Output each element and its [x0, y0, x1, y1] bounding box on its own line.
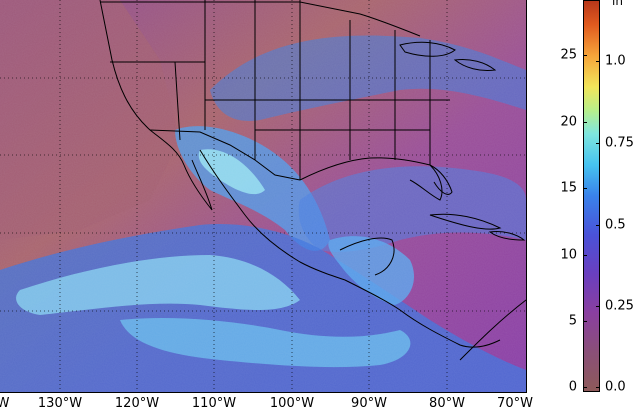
- colorbar-left-tick-20: 20: [560, 114, 577, 130]
- lon-label-edge: W: [0, 396, 10, 411]
- lon-label-130w: 130°W: [37, 396, 83, 411]
- colorbar-left-tick-5: 5: [568, 313, 577, 329]
- colorbar-left-tick-25: 25: [560, 47, 577, 63]
- colorbar-tick-mark: [583, 188, 587, 189]
- lon-label-120w: 120°W: [114, 396, 160, 411]
- colorbar-tick-mark: [583, 321, 587, 322]
- precipitable-water-map: [0, 0, 526, 392]
- lon-label-80w: 80°W: [429, 396, 465, 411]
- colorbar-left-tick-15: 15: [560, 180, 577, 196]
- colorbar-tick-mark: [596, 225, 600, 226]
- colorbar-right-tick-075: 0.75: [605, 135, 634, 151]
- colorbar-left-tick-10: 10: [560, 247, 577, 263]
- lon-label-110w: 110°W: [191, 396, 237, 411]
- colorbar-right-tick-0: 0.0: [605, 379, 626, 395]
- colorbar-tick-mark: [596, 306, 600, 307]
- graticule: [0, 0, 526, 392]
- colorbar-right-tick-025: 0.25: [605, 298, 634, 314]
- colorbar-right-tick-05: 0.5: [605, 217, 626, 233]
- map-panel: [0, 0, 527, 393]
- colorbar-tick-mark: [596, 387, 600, 388]
- colorbar-tick-mark: [596, 61, 600, 62]
- lon-label-90w: 90°W: [351, 396, 387, 411]
- colorbar-tick-mark: [583, 255, 587, 256]
- colorbar-tick-mark: [596, 143, 600, 144]
- coastlines: [99, 0, 526, 361]
- colorbar-right-tick-1: 1.0: [605, 53, 626, 69]
- colorbar-left-tick-0: 0: [568, 379, 577, 395]
- lon-label-100w: 100°W: [269, 396, 315, 411]
- colorbar: [583, 0, 600, 392]
- colorbar-unit: in: [612, 0, 623, 8]
- lon-label-70w: 70°W: [497, 396, 533, 411]
- colorbar-tick-mark: [583, 122, 587, 123]
- colorbar-tick-mark: [583, 387, 587, 388]
- colorbar-tick-mark: [583, 55, 587, 56]
